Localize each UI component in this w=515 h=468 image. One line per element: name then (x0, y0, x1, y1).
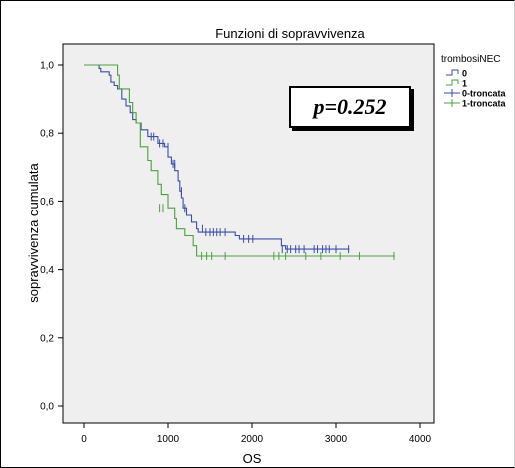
legend-swatch-1 (446, 79, 459, 86)
y-tick-label: 0,0 (40, 402, 54, 413)
x-tick-label: 3000 (325, 434, 348, 445)
y-tick-label: 1,0 (40, 61, 54, 72)
y-tick-label: 0,4 (40, 265, 54, 276)
y-tick-label: 0,2 (40, 333, 54, 344)
legend-title: trombosiNEC (441, 54, 500, 65)
x-tick-label: 4000 (409, 434, 432, 445)
p-value-text: p=0.252 (313, 94, 387, 119)
y-tick-label: 0,8 (40, 129, 54, 140)
x-tick-label: 1000 (157, 434, 180, 445)
survival-curve-1 (84, 64, 395, 257)
x-tick-label: 0 (81, 434, 87, 445)
series-layer (84, 64, 395, 260)
x-axis-label: OS (243, 451, 262, 466)
legend-label-1: 1 (462, 79, 467, 89)
legend-label-1-troncata: 1-troncata (462, 99, 507, 109)
axes: 0 1000 2000 3000 4000 0,0 0,2 0,4 0,6 0,8 1,0 (40, 61, 431, 446)
y-tick-label: 0,6 (40, 197, 54, 208)
p-value-box: p=0.252 (289, 86, 411, 128)
legend-swatch-0 (446, 69, 459, 76)
legend-label-0: 0 (462, 69, 467, 79)
chart-title: Funzioni di sopravvivenza (215, 26, 365, 41)
y-axis-label: sopravvivenza cumulata (26, 163, 41, 303)
legend-label-0-troncata: 0-troncata (462, 89, 507, 99)
x-tick-label: 2000 (241, 434, 264, 445)
